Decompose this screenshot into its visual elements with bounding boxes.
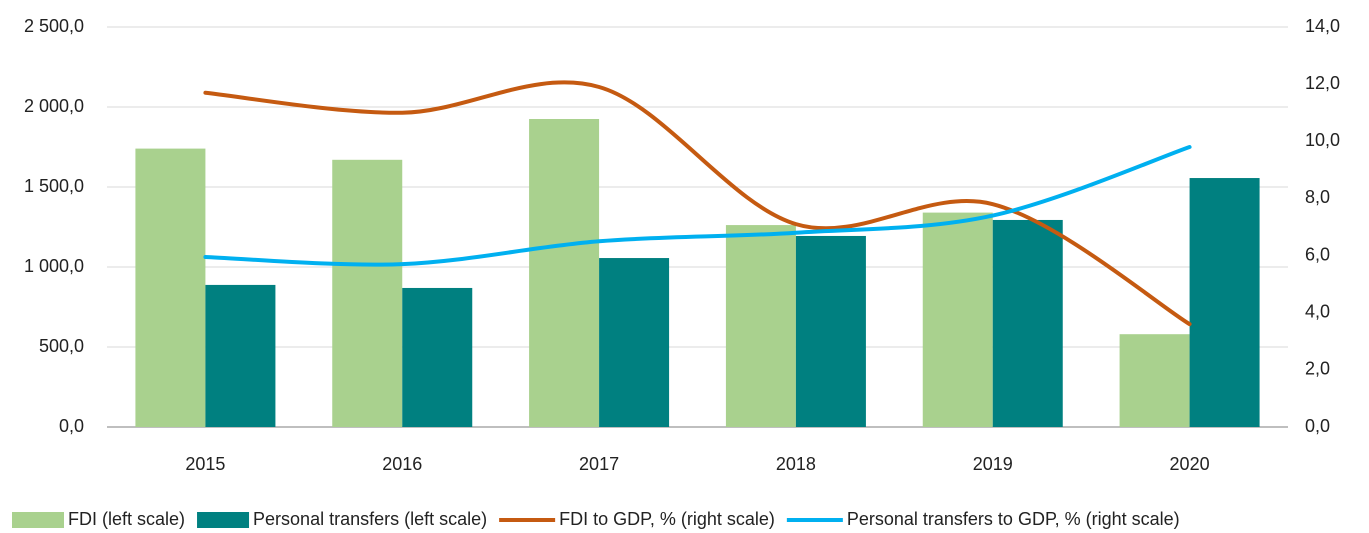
legend-swatch xyxy=(197,512,250,528)
x-tick-label: 2017 xyxy=(579,454,619,474)
bar xyxy=(599,258,670,427)
x-tick-label: 2016 xyxy=(382,454,422,474)
y-tick-label: 1 000,0 xyxy=(24,256,84,276)
bar xyxy=(1189,178,1260,427)
bar xyxy=(205,284,276,427)
y2-tick-label: 4,0 xyxy=(1305,301,1330,321)
legend-label: FDI to GDP, % (right scale) xyxy=(559,509,775,529)
x-tick-label: 2019 xyxy=(973,454,1013,474)
bar xyxy=(922,212,993,427)
y2-tick-label: 8,0 xyxy=(1305,187,1330,207)
y-tick-label: 1 500,0 xyxy=(24,176,84,196)
y-tick-label: 0,0 xyxy=(59,416,84,436)
y-tick-label: 500,0 xyxy=(39,336,84,356)
y2-tick-label: 14,0 xyxy=(1305,16,1340,36)
y-tick-label: 2 500,0 xyxy=(24,16,84,36)
bar xyxy=(1119,334,1190,427)
x-tick-label: 2015 xyxy=(185,454,225,474)
line xyxy=(203,80,1192,327)
y-tick-label: 2 000,0 xyxy=(24,96,84,116)
legend-swatch xyxy=(12,512,64,528)
bar xyxy=(795,235,866,427)
y2-tick-label: 2,0 xyxy=(1305,359,1330,379)
y2-tick-label: 12,0 xyxy=(1305,73,1340,93)
bar xyxy=(332,159,403,428)
legend-label: FDI (left scale) xyxy=(68,509,185,529)
y2-tick-label: 0,0 xyxy=(1305,416,1330,436)
bar xyxy=(725,225,796,427)
bar xyxy=(402,287,473,427)
bar xyxy=(529,119,600,427)
line xyxy=(203,145,1192,267)
y2-tick-label: 6,0 xyxy=(1305,244,1330,264)
x-tick-label: 2018 xyxy=(776,454,816,474)
legend-label: Personal transfers (left scale) xyxy=(253,509,487,529)
bar xyxy=(992,219,1063,427)
legend-label: Personal transfers to GDP, % (right scal… xyxy=(847,509,1180,529)
x-tick-label: 2020 xyxy=(1170,454,1210,474)
y2-tick-label: 10,0 xyxy=(1305,130,1340,150)
bar xyxy=(135,148,206,427)
